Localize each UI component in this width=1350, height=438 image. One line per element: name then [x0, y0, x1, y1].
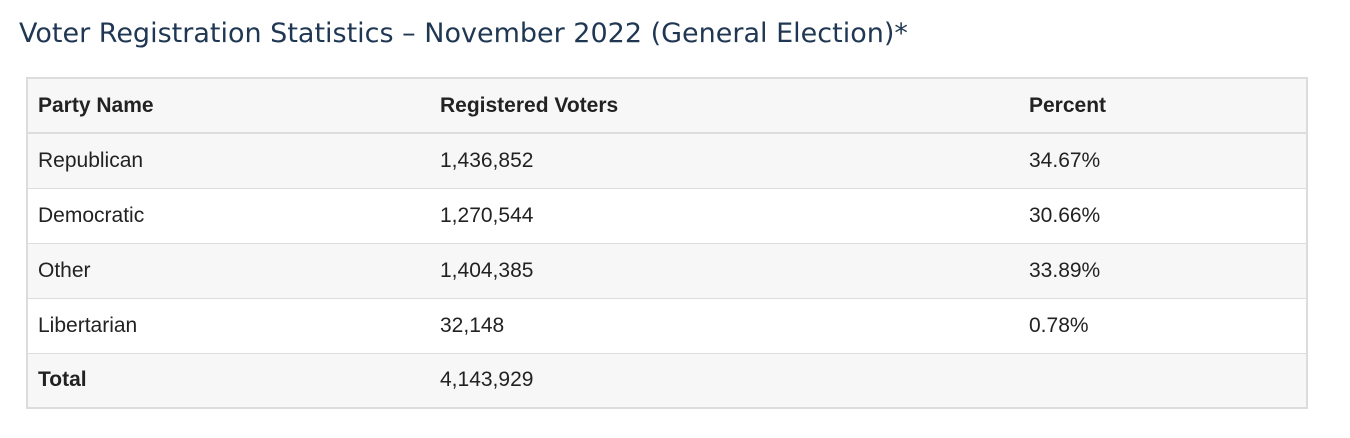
- header-row: Party Name Registered Voters Percent: [27, 78, 1307, 134]
- party-name-cell: Democratic: [27, 188, 430, 244]
- percent-cell: 34.67%: [1019, 133, 1307, 189]
- page-title: Voter Registration Statistics – November…: [19, 18, 908, 49]
- party-name-cell: Republican: [27, 133, 430, 189]
- total-label: Total: [27, 353, 430, 409]
- total-percent-cell: [1019, 353, 1307, 409]
- registered-voters-cell: 1,404,385: [430, 243, 1019, 299]
- header-registered-voters: Registered Voters: [430, 78, 1019, 134]
- percent-cell: 0.78%: [1019, 298, 1307, 354]
- table-header: Party Name Registered Voters Percent: [27, 78, 1307, 134]
- registered-voters-cell: 1,270,544: [430, 188, 1019, 244]
- table-row: Libertarian 32,148 0.78%: [27, 298, 1307, 354]
- header-percent: Percent: [1019, 78, 1307, 134]
- total-row: Total 4,143,929: [27, 353, 1307, 409]
- party-name-cell: Libertarian: [27, 298, 430, 354]
- header-party-name: Party Name: [27, 78, 430, 134]
- percent-cell: 30.66%: [1019, 188, 1307, 244]
- table-body: Republican 1,436,852 34.67% Democratic 1…: [27, 133, 1307, 409]
- voter-registration-table: Party Name Registered Voters Percent Rep…: [26, 77, 1308, 409]
- party-name-cell: Other: [27, 243, 430, 299]
- table-row: Democratic 1,270,544 30.66%: [27, 188, 1307, 244]
- total-voters-cell: 4,143,929: [430, 353, 1019, 409]
- table-row: Other 1,404,385 33.89%: [27, 243, 1307, 299]
- table-row: Republican 1,436,852 34.67%: [27, 133, 1307, 189]
- registered-voters-cell: 1,436,852: [430, 133, 1019, 189]
- percent-cell: 33.89%: [1019, 243, 1307, 299]
- registered-voters-cell: 32,148: [430, 298, 1019, 354]
